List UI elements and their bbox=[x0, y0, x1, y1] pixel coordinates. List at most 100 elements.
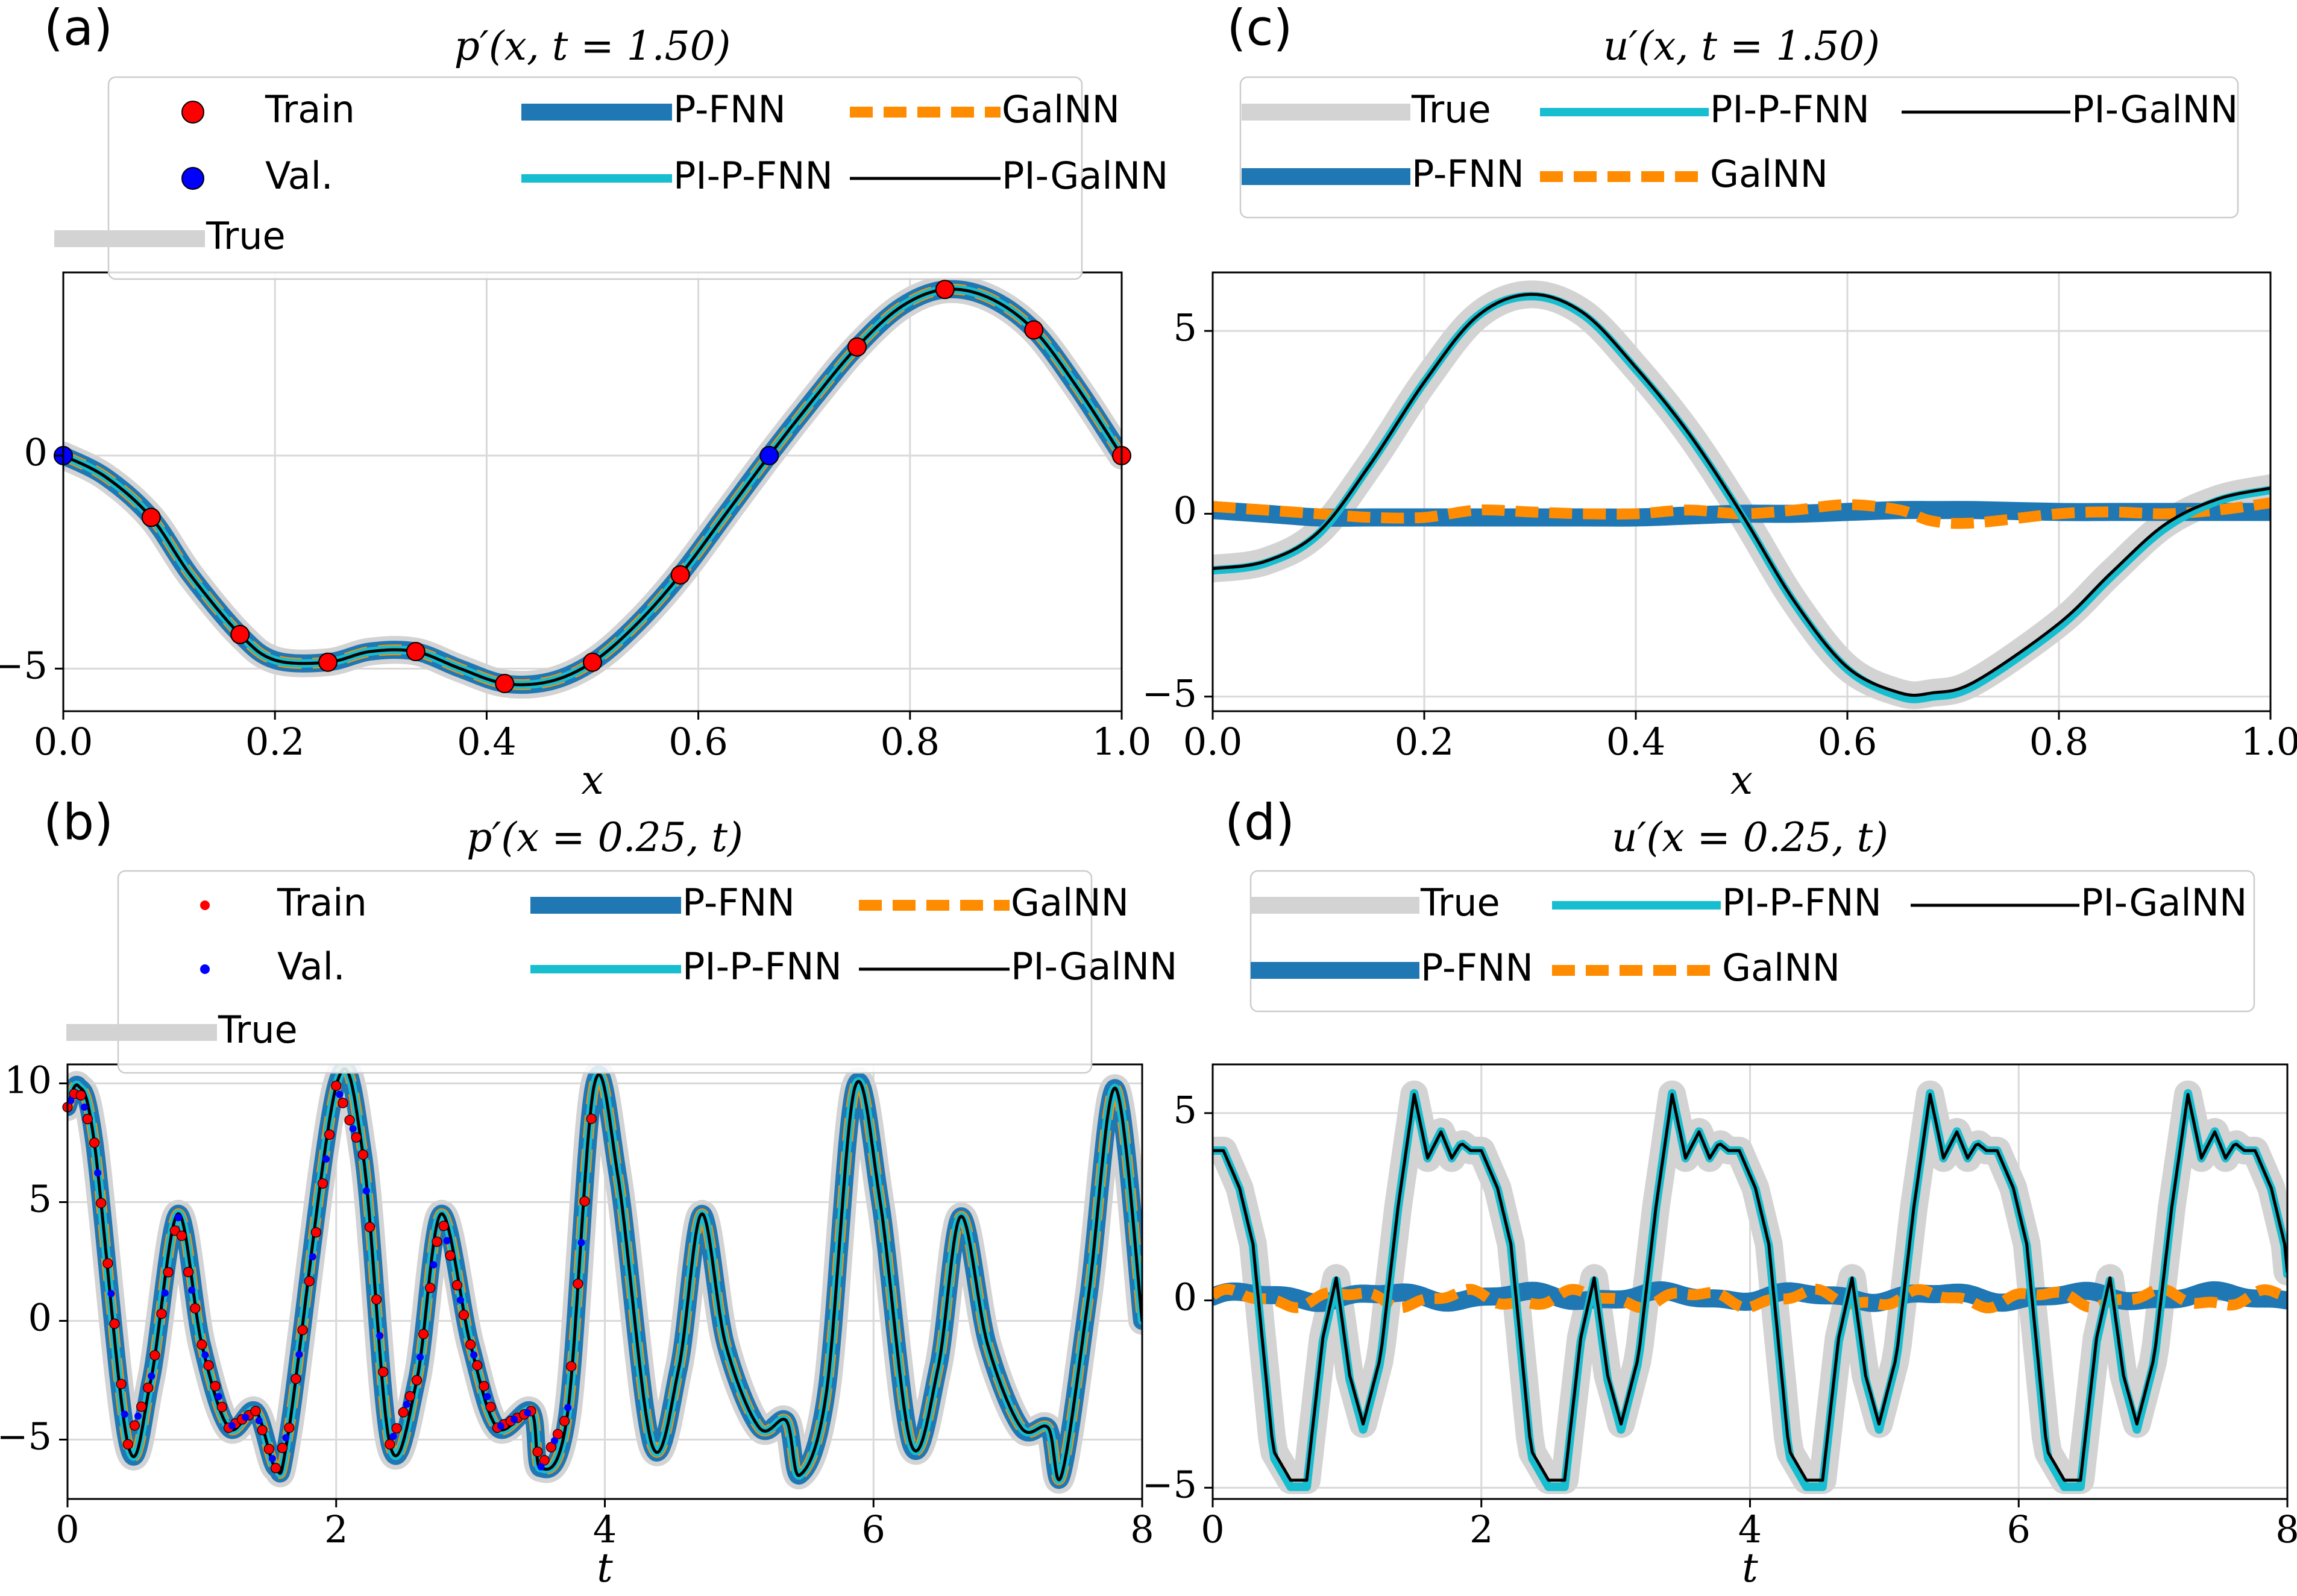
train-point bbox=[284, 1422, 295, 1433]
legend-label: Train bbox=[265, 87, 355, 131]
series-group bbox=[1213, 280, 2270, 709]
train-point bbox=[136, 1401, 147, 1412]
x-tick-label: 0.4 bbox=[1606, 720, 1666, 764]
x-tick-label: 2 bbox=[324, 1507, 348, 1551]
val-point bbox=[242, 1413, 250, 1421]
series-line-true bbox=[1213, 280, 2270, 709]
train-point bbox=[404, 1390, 415, 1402]
x-tick-label: 0.4 bbox=[457, 720, 517, 764]
val-point bbox=[282, 1434, 290, 1442]
train-point bbox=[331, 1080, 342, 1092]
train-point bbox=[210, 1381, 221, 1392]
train-point bbox=[89, 1137, 100, 1148]
legend-marker-val bbox=[181, 167, 204, 190]
train-point bbox=[545, 1442, 556, 1453]
x-tick-label: 8 bbox=[2275, 1507, 2297, 1551]
y-tick-label: 5 bbox=[1174, 1088, 1197, 1132]
axes-frame bbox=[1211, 271, 2272, 712]
legend: Train P-FNN GalNN Val. PI-P-FNN PI-GalNN True bbox=[66, 870, 1177, 1074]
x-tick-label: 6 bbox=[862, 1507, 885, 1551]
train-point bbox=[445, 1250, 456, 1261]
x-tick-label: 4 bbox=[1738, 1507, 1762, 1551]
train-point bbox=[230, 624, 250, 644]
train-point bbox=[183, 1266, 194, 1278]
series-line-galnn bbox=[1213, 497, 2270, 529]
legend-label: PI-GalNN bbox=[1002, 154, 1168, 198]
train-point bbox=[102, 1258, 113, 1269]
series-line-p-fnn bbox=[63, 280, 1122, 694]
legend-label: P-FNN bbox=[1412, 152, 1524, 196]
x-tick-label: 0 bbox=[55, 1507, 79, 1551]
val-point bbox=[121, 1410, 128, 1418]
val-point bbox=[94, 1169, 102, 1177]
x-tick-label: 2 bbox=[1469, 1507, 1493, 1551]
legend-label: True bbox=[218, 1008, 298, 1052]
x-tick-label: 6 bbox=[2007, 1507, 2031, 1551]
train-point bbox=[586, 1113, 597, 1124]
val-point bbox=[309, 1253, 316, 1261]
train-point bbox=[324, 1129, 335, 1140]
train-point bbox=[82, 1114, 93, 1125]
train-point bbox=[579, 1196, 590, 1207]
train-point bbox=[317, 1178, 328, 1189]
legend-marker-train bbox=[181, 101, 204, 124]
val-point bbox=[161, 1289, 169, 1297]
train-point bbox=[344, 1114, 355, 1126]
legend-label: True bbox=[206, 214, 286, 258]
train-point bbox=[310, 1227, 321, 1238]
val-point bbox=[443, 1237, 451, 1245]
legend-label: GalNN bbox=[1722, 946, 1840, 990]
y-tick-label: −5 bbox=[0, 643, 48, 687]
train-point bbox=[250, 1406, 261, 1416]
train-point bbox=[122, 1439, 133, 1450]
train-point bbox=[847, 337, 867, 357]
train-point bbox=[465, 1339, 476, 1350]
val-point bbox=[336, 1090, 344, 1098]
train-point bbox=[318, 652, 338, 672]
train-point bbox=[277, 1442, 288, 1453]
train-point bbox=[75, 1090, 86, 1101]
train-point bbox=[485, 1401, 496, 1412]
series-line-pi-galnn bbox=[1213, 1093, 2287, 1482]
train-point bbox=[573, 1278, 583, 1289]
panel-label: (d) bbox=[1225, 794, 1295, 851]
val-point bbox=[268, 1455, 276, 1463]
legend-marker-train bbox=[200, 900, 210, 910]
legend-label: P-FNN bbox=[1421, 946, 1533, 990]
train-point bbox=[304, 1276, 315, 1287]
val-point bbox=[295, 1351, 303, 1359]
x-tick-label: 0.2 bbox=[245, 720, 305, 764]
val-point bbox=[201, 1351, 209, 1359]
legend-label: P-FNN bbox=[673, 87, 786, 131]
train-point bbox=[216, 1401, 227, 1412]
train-point bbox=[141, 507, 161, 527]
chart-title: p′(x = 0.25, t) bbox=[467, 814, 743, 861]
train-point bbox=[109, 1318, 120, 1329]
train-point bbox=[371, 1294, 382, 1305]
train-point bbox=[378, 1366, 389, 1377]
val-point bbox=[148, 1372, 156, 1380]
train-point bbox=[670, 565, 690, 585]
train-point bbox=[418, 1328, 429, 1339]
legend: True PI-P-FNN PI-GalNN P-FNN GalNN bbox=[1249, 870, 2255, 1013]
panel-label: (a) bbox=[44, 0, 113, 57]
train-point bbox=[391, 1423, 402, 1434]
train-point bbox=[297, 1325, 308, 1336]
train-point bbox=[385, 1439, 395, 1450]
train-point bbox=[406, 642, 426, 662]
x-tick-label: 0.0 bbox=[34, 720, 93, 764]
legend-label: PI-P-FNN bbox=[1710, 87, 1870, 131]
legend-label: PI-GalNN bbox=[2072, 87, 2238, 131]
train-point bbox=[351, 1132, 362, 1143]
val-point bbox=[349, 1125, 357, 1133]
train-point bbox=[196, 1339, 207, 1350]
y-tick-label: 0 bbox=[1174, 489, 1197, 533]
x-axis-label: x bbox=[1730, 757, 1753, 803]
val-point bbox=[430, 1261, 438, 1269]
val-point bbox=[564, 1404, 572, 1412]
train-point bbox=[539, 1455, 550, 1466]
legend-marker-val bbox=[200, 964, 210, 974]
x-tick-label: 0.2 bbox=[1395, 720, 1454, 764]
chart-title: u′(x, t = 1.50) bbox=[1603, 23, 1880, 69]
